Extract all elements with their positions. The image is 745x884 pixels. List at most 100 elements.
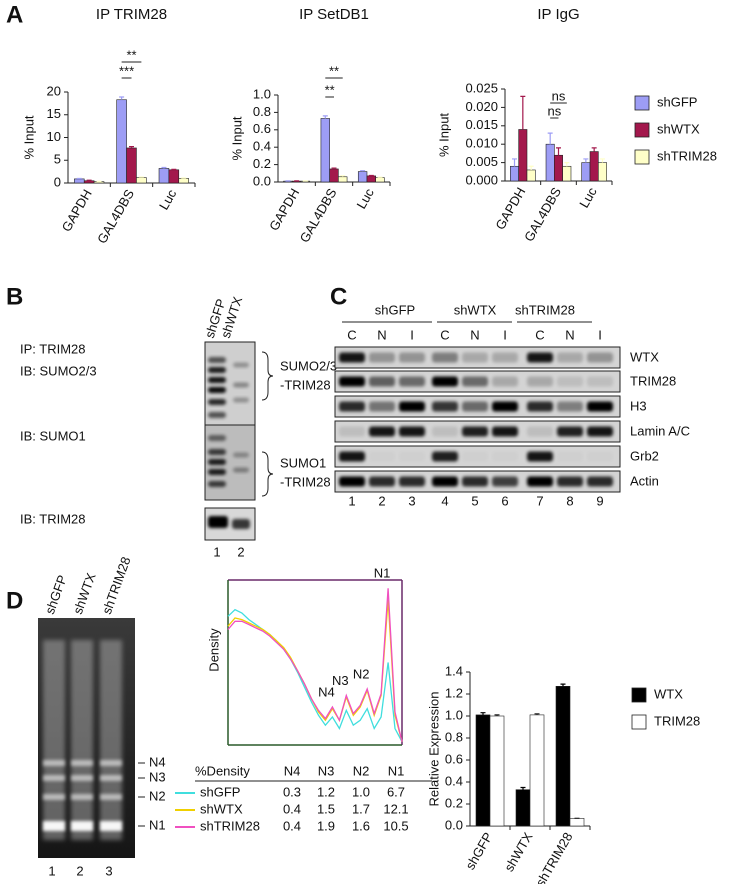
y-axis-label: Relative Expression (426, 692, 441, 807)
error-bar (591, 147, 597, 152)
density-line (227, 588, 403, 742)
table-cell: 1.2 (317, 784, 335, 799)
blot-band (462, 376, 488, 387)
bar (168, 169, 180, 184)
table-cell: 10.5 (383, 818, 408, 833)
blot-band (462, 452, 488, 462)
blot-band (232, 519, 250, 529)
gel-smear (100, 640, 122, 840)
gel-smear (71, 640, 93, 840)
significance-label: ns (552, 88, 566, 103)
blot-band (587, 476, 613, 487)
x-tick-label: GAL4DBS (94, 186, 137, 246)
blot-band (492, 476, 518, 487)
lane-number: 8 (566, 493, 573, 508)
blot-band (399, 352, 425, 363)
band-label: N4 (149, 754, 166, 769)
y-tick-label: 0.6 (253, 121, 271, 136)
blot-band (432, 476, 458, 487)
blot-band (233, 362, 249, 368)
bar (569, 817, 585, 827)
panel-letter: C (330, 283, 347, 310)
y-tick-label: 1.4 (445, 663, 463, 678)
y-tick-label: 1.2 (445, 685, 463, 700)
table-cell: 1.9 (317, 818, 335, 833)
error-bar (331, 167, 337, 169)
legend-label: shWTX (657, 121, 700, 136)
error-bar (564, 162, 570, 167)
chart-title: IP TRIM28 (96, 6, 167, 23)
blot-band (527, 426, 553, 437)
y-tick-label: 0.010 (465, 136, 498, 151)
error-bar (528, 165, 534, 170)
legend-label: shTRIM28 (657, 148, 717, 163)
lane-number: 3 (408, 493, 415, 508)
bar (320, 118, 330, 183)
bar (598, 162, 607, 182)
table-header: %Density (195, 763, 250, 778)
blot-band (339, 401, 365, 412)
table-header: N3 (318, 763, 335, 778)
error-bar (599, 158, 605, 163)
lane-number: 2 (378, 493, 385, 508)
blot-band (587, 452, 613, 462)
blot-band (208, 469, 226, 475)
y-tick-label: 0.8 (445, 729, 463, 744)
x-tick-label: Luc (576, 184, 600, 210)
blot-band (339, 426, 365, 437)
lane-number: 1 (48, 863, 55, 878)
legend-label: TRIM28 (654, 713, 700, 728)
gel-band (71, 760, 93, 766)
bar (518, 129, 528, 182)
blot-band (208, 377, 226, 383)
error-bar (520, 786, 526, 790)
gel-band (71, 794, 93, 800)
blot-band (339, 451, 365, 462)
table-cell: 6.7 (387, 784, 405, 799)
y-tick-label: 0.0 (253, 173, 271, 188)
bar (178, 178, 189, 184)
lane-number: 1 (213, 544, 220, 559)
blot-band (492, 352, 518, 363)
fraction-label: C (535, 327, 544, 342)
y-tick-label: 0.6 (445, 751, 463, 766)
blot-band (339, 376, 365, 387)
column-label: shGFP (42, 573, 70, 616)
error-bar (494, 714, 500, 716)
lane-number: 3 (105, 863, 112, 878)
blot-band (233, 467, 249, 473)
y-tick-label: 0.000 (465, 172, 498, 187)
blot-band (208, 367, 226, 373)
bracket (261, 451, 274, 497)
y-tick-label: 5 (54, 152, 61, 167)
table-cell: 1.0 (352, 784, 370, 799)
gel-band (100, 821, 122, 831)
gel-band (100, 775, 122, 781)
lane-number: 9 (596, 493, 603, 508)
lane-number: 2 (237, 544, 244, 559)
x-tick-label: GAPDH (492, 185, 528, 233)
chart-title: IP IgG (537, 6, 579, 23)
table-cell: 1.7 (352, 801, 370, 816)
blot-band (208, 387, 226, 393)
legend-label: shGFP (657, 94, 697, 109)
lane-number: 4 (441, 493, 448, 508)
fraction-label: I (503, 327, 507, 342)
table-header: N4 (284, 763, 301, 778)
y-axis-label: Density (206, 628, 221, 672)
y-tick-label: 15 (47, 106, 61, 121)
table-row-label: shWTX (200, 801, 243, 816)
blot-band (527, 352, 553, 363)
blot-band (557, 376, 583, 387)
blot-band (399, 401, 425, 412)
blot-band (492, 376, 518, 387)
blot-band (587, 426, 613, 437)
blot-band (557, 352, 583, 363)
y-tick-label: 0.0 (445, 817, 463, 832)
blot-band (432, 451, 458, 462)
blot-band (369, 426, 395, 437)
bar (581, 162, 591, 182)
blot-band (399, 426, 425, 437)
error-bar (547, 132, 553, 145)
bar (555, 685, 571, 827)
